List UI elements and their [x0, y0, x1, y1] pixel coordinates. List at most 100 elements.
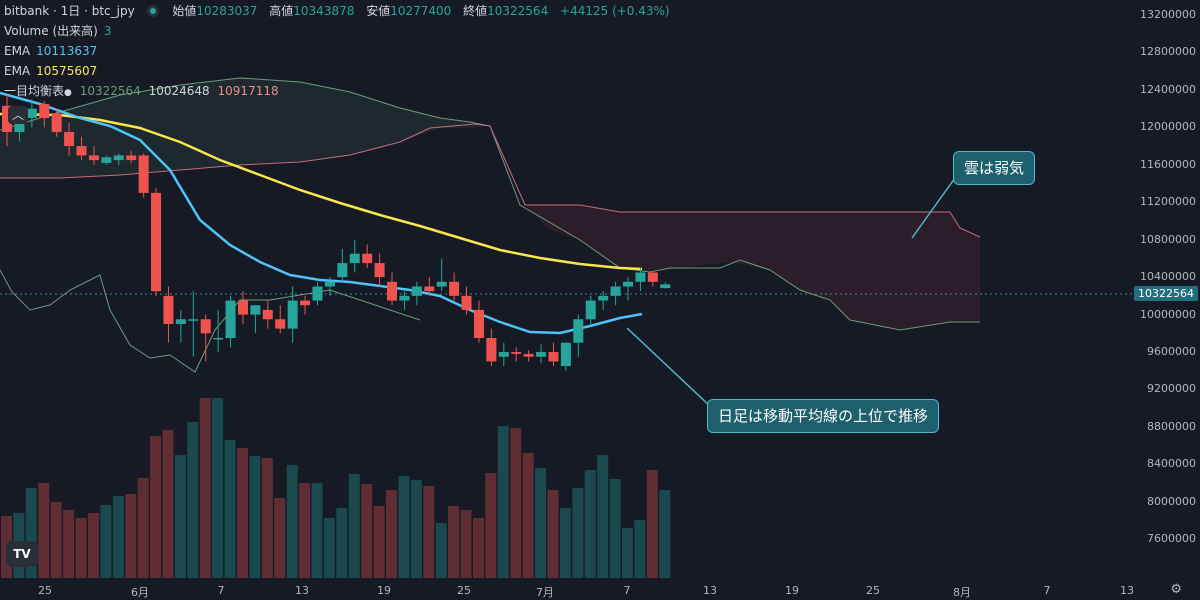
candle-body	[523, 353, 534, 357]
volume-bar	[485, 473, 497, 578]
volume-bar	[63, 510, 75, 578]
annotation-cloud-bearish[interactable]: 雲は弱気	[953, 151, 1036, 185]
ichimoku-legend[interactable]: 一目均衡表● 10322564 10024648 10917118	[4, 83, 279, 101]
close-label: 終値	[463, 4, 488, 18]
change-value: +44125 (+0.43%)	[560, 4, 670, 18]
volume-bar	[386, 490, 398, 578]
candle	[598, 291, 609, 310]
volume-bar	[634, 520, 646, 578]
volume-bar	[659, 490, 671, 578]
ichimoku-value-3: 10917118	[217, 84, 279, 98]
volume-bar	[87, 513, 99, 578]
time-tick-label: 13	[1120, 584, 1134, 597]
candle-body	[548, 352, 559, 362]
time-tick-label: 7月	[536, 586, 554, 599]
candle	[623, 277, 633, 301]
time-tick-label: 19	[785, 584, 799, 597]
volume-bar	[435, 523, 447, 578]
volume-bar	[311, 483, 323, 578]
volume-bar	[25, 488, 37, 578]
price-tick-label: 10000000	[1140, 307, 1196, 321]
volume-bar	[448, 506, 460, 578]
candle	[473, 300, 484, 343]
volume-bar	[174, 455, 186, 578]
volume-bar	[497, 426, 509, 578]
candle	[536, 344, 547, 364]
ema-slow-legend[interactable]: EMA 10575607	[4, 63, 97, 79]
volume-bar	[535, 468, 547, 578]
candle	[449, 272, 460, 301]
candle	[188, 291, 199, 357]
time-tick-label: 6月	[131, 586, 149, 599]
low-label: 安値	[366, 4, 391, 18]
ema-fast-legend[interactable]: EMA 10113637	[4, 43, 97, 59]
candle	[523, 350, 534, 362]
volume-bar	[472, 518, 484, 578]
candle	[424, 277, 435, 296]
price-tick-label: 11200000	[1140, 195, 1196, 209]
volume-legend[interactable]: Volume (出来高) 3	[4, 23, 111, 39]
volume-bar	[299, 483, 311, 578]
candle	[660, 282, 671, 289]
candle-body	[461, 295, 472, 310]
time-tick-label: 25	[866, 584, 880, 597]
open-value: 10283037	[196, 4, 258, 18]
volume-bar	[547, 490, 559, 578]
candle-body	[536, 352, 547, 357]
candle	[486, 328, 497, 367]
candle	[349, 239, 360, 273]
candle-body	[163, 295, 174, 324]
time-tick-label: 8月	[953, 586, 971, 599]
candle-body	[449, 281, 460, 296]
price-tick-label: 10800000	[1140, 232, 1196, 246]
price-tick-label: 9600000	[1147, 345, 1196, 359]
tradingview-logo[interactable]: TV	[6, 541, 38, 567]
ichimoku-label: 一目均衡表	[4, 84, 65, 98]
candle-body	[424, 286, 435, 292]
symbol-label[interactable]: bitbank · 1日 · btc_jpy	[4, 4, 135, 18]
senkou-span-b	[0, 123, 981, 238]
volume-bar	[137, 478, 149, 578]
candle	[635, 267, 646, 292]
volume-value: 3	[103, 24, 112, 38]
ema-slow-line	[0, 112, 643, 271]
volume-bar	[373, 506, 385, 578]
candle	[287, 286, 298, 343]
candle-body	[635, 272, 646, 282]
volume-bar	[522, 453, 534, 578]
candle	[411, 281, 422, 306]
eye-icon[interactable]: ●	[64, 88, 72, 98]
gear-icon[interactable]: ⚙	[1170, 582, 1182, 597]
volume-bar	[286, 465, 298, 578]
candle	[498, 342, 509, 367]
candle-body	[387, 281, 398, 301]
candle	[39, 101, 50, 128]
volume-bar	[249, 456, 261, 578]
volume-bar	[75, 518, 87, 578]
candle-body	[473, 309, 484, 338]
market-status-icon	[146, 5, 159, 17]
candle-body	[275, 319, 286, 329]
candle-body	[585, 300, 596, 320]
candle-body	[374, 263, 385, 278]
candle-body	[225, 300, 236, 338]
annotation-trend[interactable]: 日足は移動平均線の上位で推移	[707, 399, 940, 433]
candle-body	[411, 286, 422, 296]
price-tick-label: 9200000	[1147, 382, 1196, 396]
candle-body	[151, 192, 162, 292]
chevron-up-icon[interactable]: ︿	[8, 106, 28, 124]
candle	[324, 277, 335, 296]
volume-bar	[236, 448, 248, 578]
candle-body	[51, 113, 62, 133]
candle-body	[101, 157, 112, 163]
candle-body	[324, 281, 335, 287]
ichimoku-value-2: 10024648	[148, 84, 210, 98]
candle	[213, 309, 224, 353]
volume-bar	[100, 505, 112, 578]
candle-body	[287, 300, 298, 329]
price-tick-label: 12400000	[1140, 82, 1196, 96]
candle	[387, 272, 398, 306]
volume-bar	[597, 455, 609, 578]
candles	[2, 94, 671, 371]
